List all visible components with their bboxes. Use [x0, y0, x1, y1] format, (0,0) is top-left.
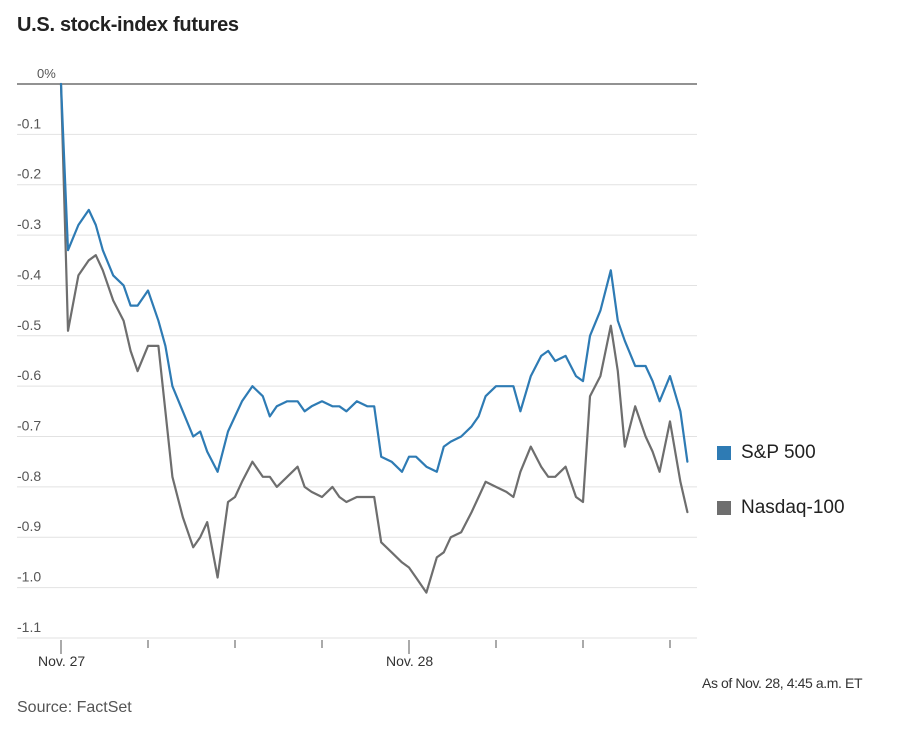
x-tick-label: Nov. 28 — [386, 653, 433, 669]
legend-item-nasdaq: Nasdaq-100 — [717, 497, 845, 519]
legend-swatch-nasdaq — [717, 501, 731, 515]
y-tick-label: -0.6 — [17, 367, 41, 383]
series-line-sp500 — [59, 82, 689, 473]
y-tick-label: 0% — [37, 66, 56, 81]
legend-item-sp500: S&P 500 — [717, 442, 816, 464]
y-tick-label: -0.8 — [17, 468, 41, 484]
y-tick-label: -0.2 — [17, 166, 41, 182]
y-tick-label: -1.1 — [17, 619, 41, 635]
y-tick-label: -0.9 — [17, 518, 41, 534]
y-tick-label: -0.3 — [17, 216, 41, 232]
x-axis-ticks: Nov. 27 Nov. 28 — [38, 639, 671, 669]
y-tick-label: -0.7 — [17, 418, 41, 434]
source-note: Source: FactSet — [17, 699, 132, 716]
x-tick-label: Nov. 27 — [38, 653, 85, 669]
y-tick-label: -0.1 — [17, 115, 41, 131]
y-axis-ticks: 0% -0.1 -0.2 -0.3 -0.4 -0.5 -0.6 -0.7 -0.8 -0.9 -1… — [17, 66, 56, 635]
legend-label-sp500: S&P 500 — [741, 442, 816, 463]
series-layer — [59, 82, 689, 594]
as-of-note: As of Nov. 28, 4:45 a.m. ET — [702, 675, 863, 691]
legend-label-nasdaq: Nasdaq-100 — [741, 497, 845, 518]
y-tick-label: -0.4 — [17, 266, 41, 282]
y-tick-label: -0.5 — [17, 317, 41, 333]
series-line-nasdaq — [59, 82, 689, 594]
legend-swatch-sp500 — [717, 446, 731, 460]
y-tick-label: -1.0 — [17, 569, 41, 585]
grid-layer — [17, 83, 697, 639]
chart-title: U.S. stock-index futures — [17, 14, 239, 36]
